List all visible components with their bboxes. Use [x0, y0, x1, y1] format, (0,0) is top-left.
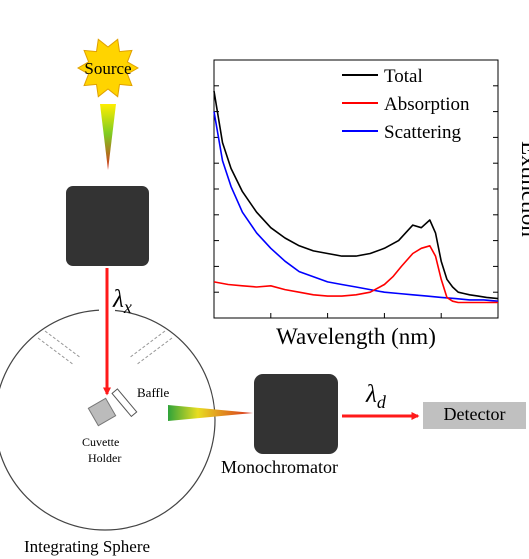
- sphere-port-right-2: [128, 330, 166, 359]
- integrating-sphere-label: Integrating Sphere: [24, 537, 151, 556]
- y-axis-label: Extinction: [517, 141, 529, 237]
- sphere-port-left: [37, 337, 75, 366]
- source-label: Source: [84, 59, 132, 78]
- output-beam: [168, 405, 253, 421]
- detector-box: [423, 402, 526, 429]
- source-beam: [100, 104, 116, 170]
- lambda-x-symbol: λ: [113, 286, 124, 313]
- cuvette-label-line2: Holder: [88, 451, 122, 465]
- baffle-label: Baffle: [137, 385, 170, 400]
- lambda-d-label: λd: [366, 382, 386, 411]
- monochromator-box: [254, 374, 338, 454]
- legend-label-total: Total: [384, 66, 423, 87]
- legend-label-scattering: Scattering: [384, 122, 462, 143]
- lambda-d-symbol: λ: [366, 381, 377, 408]
- sphere-port-right: [135, 337, 173, 366]
- extinction-chart: Total Absorption Scattering Wavelength (nm…: [213, 59, 529, 349]
- x-axis-label: Wavelength (nm): [276, 324, 436, 349]
- series-line-total: [213, 90, 499, 300]
- cuvette: [87, 397, 117, 427]
- detector-label: Detector: [443, 404, 506, 424]
- source-starburst: [76, 38, 140, 98]
- lambda-x-label: λx: [113, 287, 132, 316]
- filter-box: [66, 186, 149, 266]
- lambda-d-subscript: d: [376, 392, 386, 412]
- sphere-port-left-2: [44, 330, 82, 359]
- chart-series: [213, 90, 499, 304]
- chart-legend: Total Absorption Scattering: [342, 66, 470, 143]
- lambda-x-subscript: x: [123, 297, 132, 317]
- cuvette-label-line1: Cuvette: [82, 435, 120, 449]
- chart-ticks: [214, 85, 498, 318]
- baffle: [111, 388, 138, 418]
- monochromator-label: Monochromator: [221, 457, 338, 477]
- series-line-absorption: [213, 245, 498, 304]
- legend-label-absorption: Absorption: [384, 94, 470, 115]
